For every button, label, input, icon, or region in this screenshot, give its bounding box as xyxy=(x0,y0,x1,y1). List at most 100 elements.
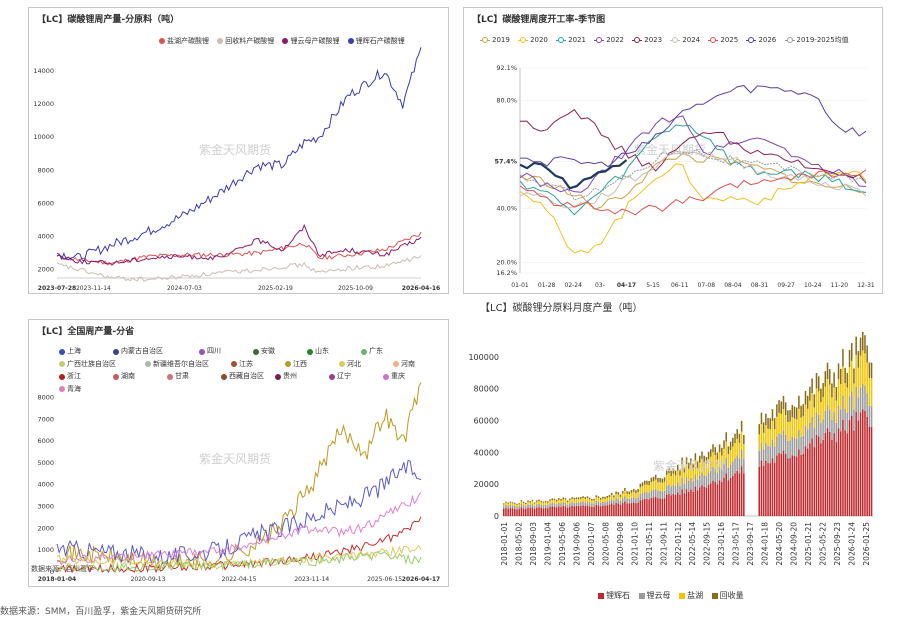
bar-segment xyxy=(520,500,523,502)
bar-segment xyxy=(771,458,774,516)
bar-segment xyxy=(703,462,705,476)
bar-segment xyxy=(654,496,657,516)
y-tick-label: 60000 xyxy=(474,417,499,426)
bar-segment xyxy=(857,367,860,398)
bar-segment xyxy=(584,505,587,516)
bar-segment xyxy=(571,505,573,516)
bar-segment xyxy=(663,490,666,499)
y-tick-label: 100000 xyxy=(468,353,499,362)
bar-segment xyxy=(762,422,765,433)
bar-segment xyxy=(839,431,842,516)
legend-item: 2023 xyxy=(632,36,662,44)
bar-segment xyxy=(848,396,851,421)
legend-item: 重庆 xyxy=(383,371,431,382)
bar-segment xyxy=(758,466,761,516)
bar-segment xyxy=(853,409,855,431)
bar-segment xyxy=(503,506,505,509)
bar-segment xyxy=(516,506,518,510)
bar-segment xyxy=(670,495,672,516)
legend-label: 贵州 xyxy=(283,372,297,380)
bar-segment xyxy=(822,419,824,440)
bar-segment xyxy=(795,438,798,457)
bar-segment xyxy=(828,409,831,432)
bar-segment xyxy=(593,498,595,501)
legend-item: 江苏 xyxy=(231,359,279,370)
legend-marker xyxy=(113,348,119,355)
bar-segment xyxy=(778,400,780,413)
bar-segment xyxy=(650,497,653,516)
x-tick-label: 2025-10-09 xyxy=(338,285,373,292)
bar-segment xyxy=(626,493,628,499)
bar-segment xyxy=(661,498,664,516)
bar-segment xyxy=(732,461,734,476)
bar-segment xyxy=(864,353,866,387)
bar-segment xyxy=(705,463,708,476)
x-tick-label: 2020-09-08 xyxy=(616,522,625,566)
bar-segment xyxy=(676,470,679,483)
bar-segment xyxy=(734,473,736,516)
bar-segment xyxy=(718,452,721,467)
bar-segment xyxy=(699,455,701,463)
legend-marker xyxy=(199,348,205,355)
series-line-5 xyxy=(56,551,422,574)
bar-segment xyxy=(505,504,507,509)
bar-segment xyxy=(815,388,818,413)
bar-segment xyxy=(765,425,767,444)
bar-segment xyxy=(765,413,767,426)
bar-segment xyxy=(595,500,598,505)
legend-label: 安徽 xyxy=(261,347,275,355)
bar-segment xyxy=(789,421,791,441)
y-tick-label: 92.1% xyxy=(496,64,517,72)
series-line-4 xyxy=(519,108,867,184)
legend-label: 甘肃 xyxy=(175,372,189,380)
bar-segment xyxy=(793,438,796,457)
bar-segment xyxy=(835,400,838,423)
bar-segment xyxy=(560,498,562,501)
bar-segment xyxy=(588,497,591,500)
bar-segment xyxy=(837,428,840,516)
bar-segment xyxy=(599,497,602,500)
bar-segment xyxy=(613,505,615,516)
bar-segment xyxy=(560,506,562,516)
bar-segment xyxy=(628,494,631,499)
bar-segment xyxy=(734,433,736,443)
bar-segment xyxy=(701,472,703,486)
bar-segment xyxy=(842,395,844,420)
bar-segment xyxy=(866,345,868,363)
bar-segment xyxy=(542,502,545,506)
bar-segment xyxy=(553,500,556,504)
bar-segment xyxy=(659,482,661,492)
bar-segment xyxy=(628,503,631,516)
bar-segment xyxy=(575,506,578,516)
bar-segment xyxy=(505,508,507,516)
bar-segment xyxy=(527,507,529,516)
bar-segment xyxy=(632,502,635,516)
x-tick-label: 2022-05-14 xyxy=(688,522,697,566)
bar-segment xyxy=(606,505,609,516)
bar-segment xyxy=(692,491,694,516)
bar-segment xyxy=(866,362,868,394)
bar-segment xyxy=(588,502,591,507)
x-tick-label: 2023-01-16 xyxy=(717,522,726,566)
bar-segment xyxy=(597,498,600,502)
bar-segment xyxy=(688,462,690,469)
bar-segment xyxy=(650,490,653,498)
bar-segment xyxy=(813,428,816,448)
bar-segment xyxy=(725,432,727,442)
bar-segment xyxy=(632,488,635,492)
x-tick-label: 08-04 xyxy=(724,282,742,289)
bar-segment xyxy=(630,497,633,503)
bar-segment xyxy=(723,477,725,516)
bar-segment xyxy=(674,494,677,516)
bar-segment xyxy=(676,464,679,471)
legend-item: 锂辉石产碳酸锂 xyxy=(347,36,405,46)
bar-segment xyxy=(813,447,816,516)
y-tick-label: 2000 xyxy=(37,524,54,532)
bar-segment xyxy=(809,400,811,423)
chart-svg: 16.2% 20.0% 40.0% 57.4% 80.0% 92.1% 01-01 01-28… xyxy=(494,64,874,289)
y-tick-label: 16.2% xyxy=(496,269,517,277)
bar-segment xyxy=(714,481,716,516)
bar-segment xyxy=(531,499,534,502)
bar-segment xyxy=(868,405,871,427)
bar-segment xyxy=(613,495,615,498)
